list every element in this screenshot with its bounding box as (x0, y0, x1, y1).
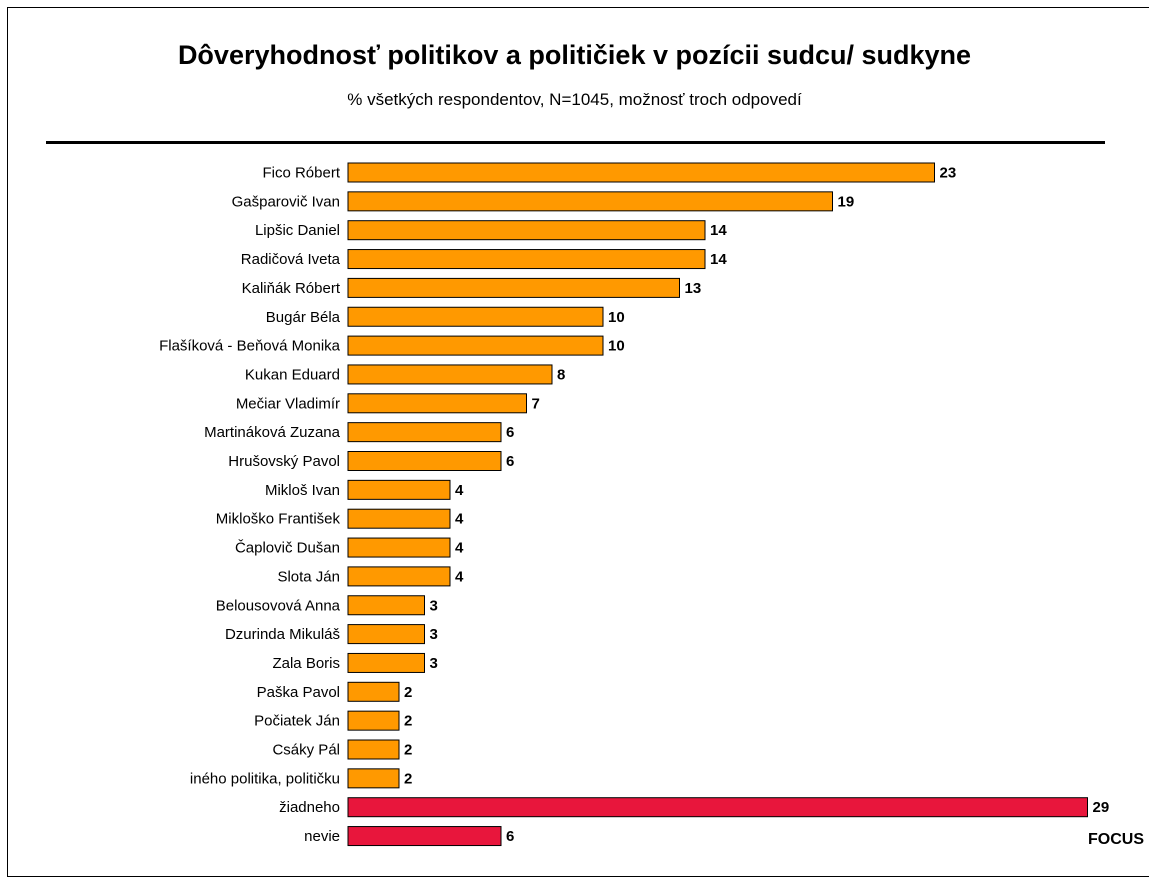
category-label: Mikloško František (216, 511, 341, 528)
value-label: 10 (608, 309, 625, 326)
value-label: 2 (404, 713, 412, 730)
value-label: 4 (455, 511, 464, 528)
value-label: 2 (404, 684, 412, 701)
value-label: 7 (532, 395, 540, 412)
value-label: 6 (506, 453, 514, 470)
bar (347, 826, 502, 847)
value-label: 23 (940, 165, 957, 182)
value-label: 3 (430, 626, 438, 643)
category-label: Mikloš Ivan (265, 482, 340, 499)
category-label: žiadneho (279, 799, 340, 816)
value-label: 6 (506, 424, 514, 441)
category-label: Belousovová Anna (216, 597, 341, 614)
bar (347, 249, 706, 270)
value-label: 2 (404, 742, 412, 759)
value-label: 2 (404, 770, 412, 787)
value-label: 19 (838, 193, 855, 210)
category-label: Mečiar Vladimír (236, 395, 340, 412)
bar (347, 306, 604, 327)
value-label: 8 (557, 366, 565, 383)
value-label: 29 (1093, 799, 1110, 816)
category-label: Fico Róbert (262, 165, 340, 182)
bar (347, 422, 502, 443)
category-label: Hrušovský Pavol (228, 453, 340, 470)
category-label: Gašparovič Ivan (232, 193, 340, 210)
chart-subtitle: % všetkých respondentov, N=1045, možnosť… (347, 90, 802, 109)
category-label: Paška Pavol (257, 684, 340, 701)
bar (347, 220, 706, 241)
bar (347, 479, 451, 500)
category-label: Radičová Iveta (241, 251, 341, 268)
category-label: Kukan Eduard (245, 366, 340, 383)
bar (347, 451, 502, 471)
bar (347, 335, 604, 356)
value-label: 4 (455, 482, 464, 499)
value-label: 6 (506, 828, 514, 845)
title-divider (46, 141, 1105, 144)
category-label: Dzurinda Mikuláš (225, 626, 340, 643)
bar (347, 277, 680, 298)
bar (347, 508, 451, 529)
bar (347, 624, 425, 645)
brand-label: FOCUS (1088, 831, 1144, 848)
bar (347, 191, 833, 212)
bar (347, 710, 400, 731)
category-label: Bugár Béla (266, 309, 341, 326)
category-label: Flašíková - Beňová Monika (159, 338, 341, 355)
category-label: nevie (304, 828, 340, 845)
category-label: Kaliňák Róbert (242, 280, 341, 297)
value-label: 3 (430, 597, 438, 614)
bar (347, 364, 553, 385)
bar (347, 566, 451, 587)
category-label: iného politika, političku (190, 770, 340, 787)
bar (347, 681, 400, 702)
value-label: 10 (608, 338, 625, 355)
category-label: Počiatek Ján (254, 713, 340, 730)
chart-title: Dôveryhodnosť politikov a političiek v p… (177, 40, 972, 70)
value-label: 14 (710, 251, 727, 268)
value-label: 4 (455, 568, 464, 585)
bar (347, 162, 935, 183)
category-label: Čaplovič Dušan (235, 540, 340, 557)
bar (347, 537, 451, 558)
category-label: Csáky Pál (272, 742, 340, 759)
category-label: Zala Boris (272, 655, 340, 672)
value-label: 13 (685, 280, 702, 297)
category-label: Lipšic Daniel (255, 222, 340, 239)
value-label: 4 (455, 540, 464, 557)
value-label: 14 (710, 222, 727, 239)
bar (347, 652, 425, 673)
category-label: Martináková Zuzana (204, 424, 341, 441)
bar (347, 393, 527, 414)
value-label: 3 (430, 655, 438, 672)
category-label: Slota Ján (277, 568, 340, 585)
bar (347, 797, 1088, 818)
bar (347, 739, 400, 760)
bar (347, 595, 425, 616)
bar (347, 768, 400, 789)
